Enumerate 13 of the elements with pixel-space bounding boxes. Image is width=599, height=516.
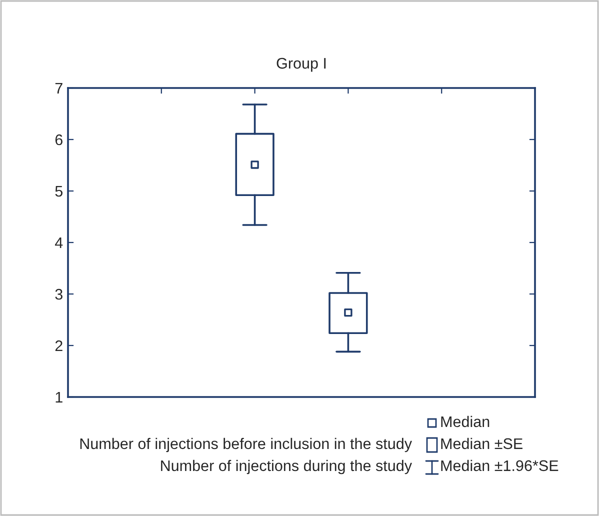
text: Median ±SE (441, 438, 522, 450)
y-tick-label: 7 (55, 83, 62, 94)
text: Median ±1.96*SE (441, 460, 558, 472)
y-tick-label: 1 (56, 392, 62, 403)
y-tick-label: 4 (54, 238, 63, 248)
text: Median (441, 416, 490, 428)
text: Number of injections before inclusion in the study (80, 438, 412, 452)
chart-title: Group I (276, 58, 326, 72)
y-tick-label: 6 (55, 134, 62, 146)
y-tick-label: 3 (55, 288, 62, 300)
y-tick-label: 2 (55, 340, 62, 352)
text: Number of injections during the study (161, 460, 412, 474)
y-tick-label: 5 (55, 186, 62, 197)
